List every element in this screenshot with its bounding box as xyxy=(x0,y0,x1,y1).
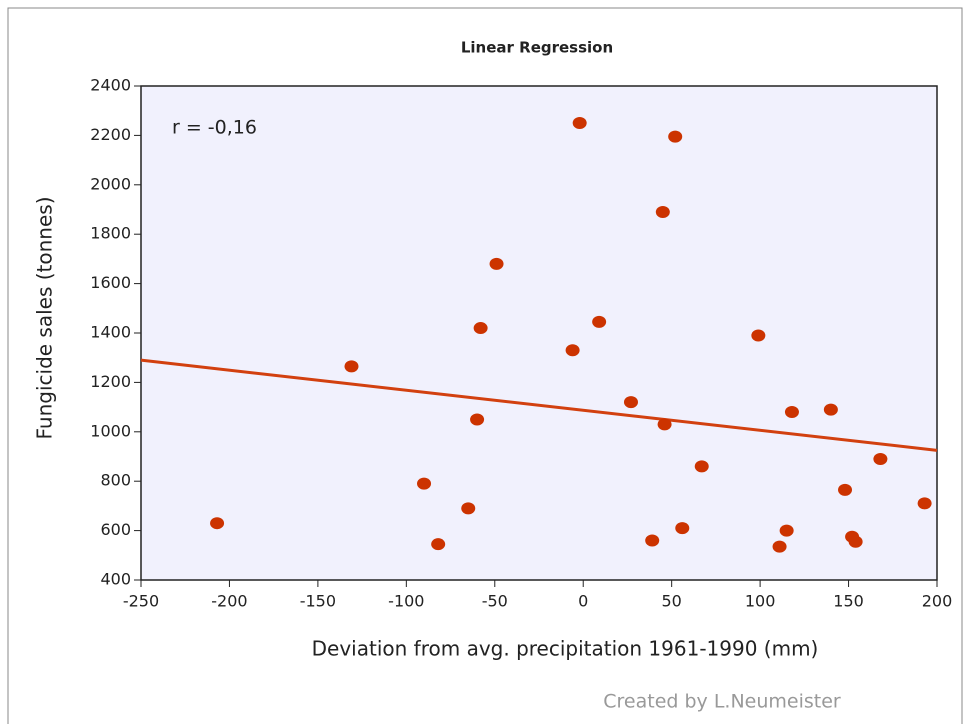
point xyxy=(779,524,794,537)
x-tick-label: -200 xyxy=(211,592,247,611)
y-tick-label: 600 xyxy=(100,520,131,539)
y-tick-label: 2200 xyxy=(90,125,131,144)
y-tick-label: 2400 xyxy=(90,76,131,95)
point xyxy=(657,418,672,431)
point xyxy=(431,538,446,551)
x-tick-label: 150 xyxy=(833,592,864,611)
y-tick-label: 400 xyxy=(100,570,131,589)
point xyxy=(470,413,485,426)
x-axis-label: Deviation from avg. precipitation 1961-1… xyxy=(312,637,819,661)
x-tick-label: -50 xyxy=(482,592,508,611)
x-tick-label: -150 xyxy=(300,592,336,611)
point xyxy=(489,257,504,270)
x-tick-label: -250 xyxy=(123,592,159,611)
x-tick-label: 100 xyxy=(745,592,776,611)
y-tick-label: 800 xyxy=(100,471,131,490)
point xyxy=(623,396,638,409)
point xyxy=(473,322,488,335)
regression-line xyxy=(140,358,938,452)
point xyxy=(645,534,660,547)
point xyxy=(461,502,476,515)
point xyxy=(772,540,787,553)
point xyxy=(823,403,838,416)
point xyxy=(838,483,853,496)
point xyxy=(751,329,766,342)
y-tick-label: 2000 xyxy=(90,174,131,193)
y-tick-label: 1000 xyxy=(90,421,131,440)
point xyxy=(694,460,709,473)
point xyxy=(917,497,932,510)
point xyxy=(675,522,690,535)
point xyxy=(655,205,670,218)
y-tick-label: 1800 xyxy=(90,224,131,243)
point xyxy=(668,130,683,143)
point xyxy=(592,315,607,328)
x-tick-label: 200 xyxy=(922,592,953,611)
point xyxy=(210,517,225,530)
point xyxy=(565,344,580,357)
x-tick-label: 0 xyxy=(578,592,588,611)
point xyxy=(572,117,587,130)
annotation: r = -0,16 xyxy=(172,117,257,139)
point xyxy=(417,477,432,490)
x-tick-label: -100 xyxy=(388,592,424,611)
point xyxy=(873,452,888,465)
y-tick-label: 1200 xyxy=(90,372,131,391)
y-axis-label: Fungicide sales (tonnes) xyxy=(33,197,57,440)
chart-title: Linear Regression xyxy=(461,39,613,57)
point xyxy=(784,406,799,419)
plot-area xyxy=(140,85,938,581)
point xyxy=(848,535,863,548)
x-tick-label: 50 xyxy=(661,592,681,611)
credit: Created by L.Neumeister xyxy=(603,691,841,713)
point xyxy=(344,360,359,373)
y-tick-label: 1600 xyxy=(90,273,131,292)
y-tick-label: 1400 xyxy=(90,323,131,342)
